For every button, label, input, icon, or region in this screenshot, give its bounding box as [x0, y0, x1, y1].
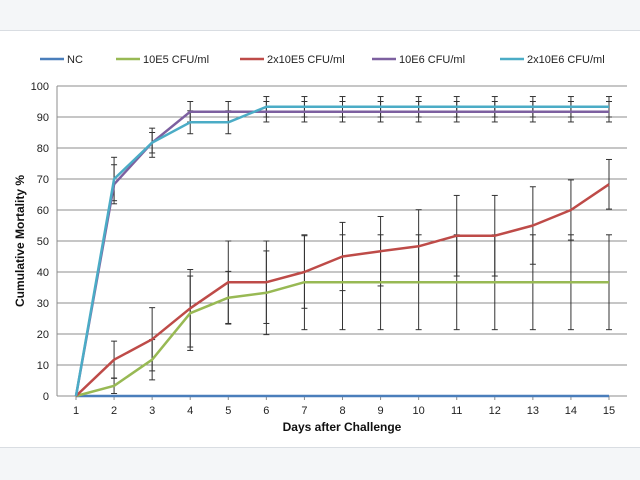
series-lines — [74, 105, 610, 398]
error-bar — [606, 158, 612, 210]
y-tick-label: 80 — [37, 143, 49, 155]
x-tick-label: 10 — [413, 405, 425, 417]
y-tick-label: 40 — [37, 267, 49, 279]
legend-label: 10E6 CFU/ml — [399, 54, 465, 66]
y-tick-label: 100 — [31, 81, 49, 93]
x-tick-label: 15 — [603, 405, 615, 417]
x-tick-label: 2 — [111, 405, 117, 417]
y-tick-label: 60 — [37, 205, 49, 217]
x-tick-label: 5 — [225, 405, 231, 417]
y-tick-label: 0 — [43, 391, 49, 403]
legend: NC 10E5 CFU/ml 2x10E5 CFU/ml 10E6 CFU/ml 2x1… — [40, 54, 605, 66]
y-tick-labels: 0 10 20 30 40 50 60 70 80 90 100 — [31, 81, 49, 403]
legend-label: 10E5 CFU/ml — [143, 54, 209, 66]
x-tick-label: 6 — [263, 405, 269, 417]
x-tick-labels: 1 2 3 4 5 6 7 8 9 10 11 12 13 14 15 — [73, 405, 615, 417]
x-axis-title: Days after Challenge — [283, 420, 402, 434]
x-tick-label: 3 — [149, 405, 155, 417]
legend-label: NC — [67, 54, 83, 66]
x-tick-label: 12 — [489, 405, 501, 417]
legend-item: 10E5 CFU/ml — [116, 54, 209, 66]
error-bars — [111, 96, 612, 395]
legend-item: NC — [40, 54, 83, 66]
y-tick-label: 70 — [37, 174, 49, 186]
x-tick-label: 14 — [565, 405, 577, 417]
y-tick-label: 90 — [37, 112, 49, 124]
legend-label: 2x10E6 CFU/ml — [527, 54, 605, 66]
legend-item: 2x10E5 CFU/ml — [240, 54, 345, 66]
y-tick-label: 30 — [37, 298, 49, 310]
y-tick-label: 10 — [37, 360, 49, 372]
x-tick-label: 7 — [301, 405, 307, 417]
y-tick-label: 20 — [37, 329, 49, 341]
x-tick-label: 11 — [451, 405, 462, 417]
y-tick-label: 50 — [37, 236, 49, 248]
series-line-1 — [75, 280, 609, 398]
x-tick-label: 9 — [378, 405, 384, 417]
series-line-4 — [74, 105, 609, 397]
x-tick-label: 4 — [187, 405, 193, 417]
y-axis-title: Cumulative Mortality % — [13, 175, 27, 307]
series-line-3 — [74, 110, 609, 397]
x-tick-label: 8 — [339, 405, 345, 417]
legend-item: 2x10E6 CFU/ml — [500, 54, 605, 66]
x-tick-label: 13 — [527, 405, 539, 417]
legend-item: 10E6 CFU/ml — [372, 54, 465, 66]
series-line-2 — [75, 183, 610, 397]
x-tick-label: 1 — [73, 405, 79, 417]
legend-label: 2x10E5 CFU/ml — [267, 54, 345, 66]
